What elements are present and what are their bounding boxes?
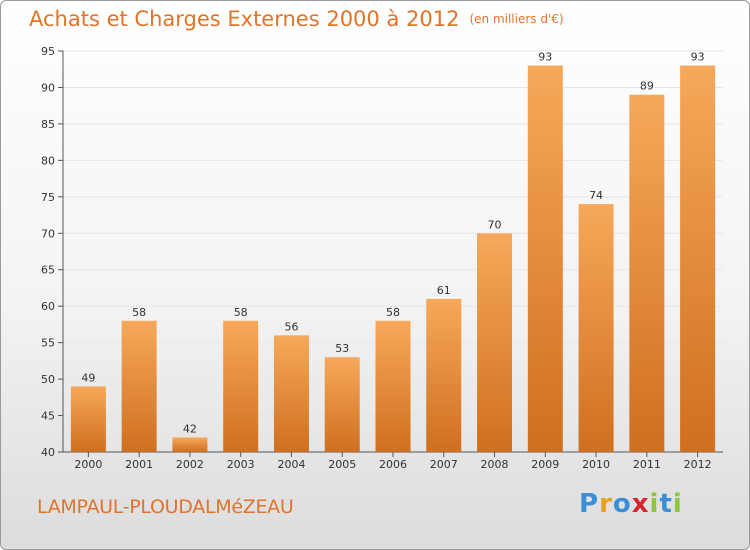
data-label: 53 xyxy=(335,342,349,355)
y-tick-label: 70 xyxy=(41,227,55,240)
brand-letter: t xyxy=(659,489,673,519)
brand-letter: P xyxy=(579,489,600,519)
x-tick-label: 2007 xyxy=(430,458,458,471)
x-tick-label: 2010 xyxy=(582,458,610,471)
data-label: 56 xyxy=(284,320,298,333)
x-tick-label: 2001 xyxy=(125,458,153,471)
brand-letter: x xyxy=(631,489,650,519)
y-tick-label: 60 xyxy=(41,300,55,313)
y-tick-label: 95 xyxy=(41,45,55,58)
x-tick-label: 2011 xyxy=(633,458,661,471)
y-tick-label: 65 xyxy=(41,264,55,277)
bar xyxy=(680,65,716,452)
y-tick-label: 50 xyxy=(41,373,55,386)
brand-letter: o xyxy=(612,489,632,519)
bar xyxy=(578,204,614,452)
bar xyxy=(629,94,665,452)
y-tick-label: 40 xyxy=(41,446,55,459)
bar xyxy=(324,357,360,452)
data-label: 70 xyxy=(488,218,502,231)
x-tick-label: 2000 xyxy=(74,458,102,471)
brand-logo: Proxiti xyxy=(579,489,683,519)
brand-letter: r xyxy=(599,489,613,519)
x-tick-label: 2009 xyxy=(531,458,559,471)
data-label: 74 xyxy=(589,189,603,202)
data-label: 58 xyxy=(132,306,146,319)
data-label: 61 xyxy=(437,284,451,297)
bar xyxy=(375,320,411,452)
bars xyxy=(70,65,716,452)
y-tick-label: 80 xyxy=(41,154,55,167)
y-tick-label: 75 xyxy=(41,191,55,204)
x-tick-label: 2012 xyxy=(684,458,712,471)
x-tick-label: 2003 xyxy=(227,458,255,471)
chart-title-text: Achats et Charges Externes 2000 à 2012 xyxy=(29,7,460,31)
place-name: LAMPAUL-PLOUDALMéZEAU xyxy=(37,496,294,518)
data-label: 58 xyxy=(234,306,248,319)
bar xyxy=(223,320,259,452)
data-label: 42 xyxy=(183,422,197,435)
y-tick-label: 90 xyxy=(41,81,55,94)
bar xyxy=(426,298,462,452)
y-tick-label: 85 xyxy=(41,118,55,131)
data-label: 58 xyxy=(386,306,400,319)
bar xyxy=(273,335,309,452)
y-tick-label: 45 xyxy=(41,410,55,423)
chart-title: Achats et Charges Externes 2000 à 2012 (e… xyxy=(29,7,564,31)
bar xyxy=(527,65,563,452)
data-label: 89 xyxy=(640,80,654,93)
x-tick-label: 2002 xyxy=(176,458,204,471)
bar xyxy=(121,320,157,452)
x-tick-label: 2005 xyxy=(328,458,356,471)
chart-unit-label: (en milliers d'€) xyxy=(469,12,564,26)
bar xyxy=(70,386,106,452)
x-tick-label: 2004 xyxy=(277,458,305,471)
data-label: 49 xyxy=(81,371,95,384)
x-tick-label: 2006 xyxy=(379,458,407,471)
brand-letter: i xyxy=(672,489,683,519)
data-label: 93 xyxy=(538,51,552,64)
brand-letter: i xyxy=(649,489,660,519)
bar xyxy=(477,233,513,452)
data-label: 93 xyxy=(691,51,705,64)
labels: 2000 49 2001 58 2002 42 2003 58 2004 56 2005 53 2006… xyxy=(74,51,711,471)
x-tick-label: 2008 xyxy=(481,458,509,471)
y-tick-label: 55 xyxy=(41,337,55,350)
bar xyxy=(172,437,208,452)
